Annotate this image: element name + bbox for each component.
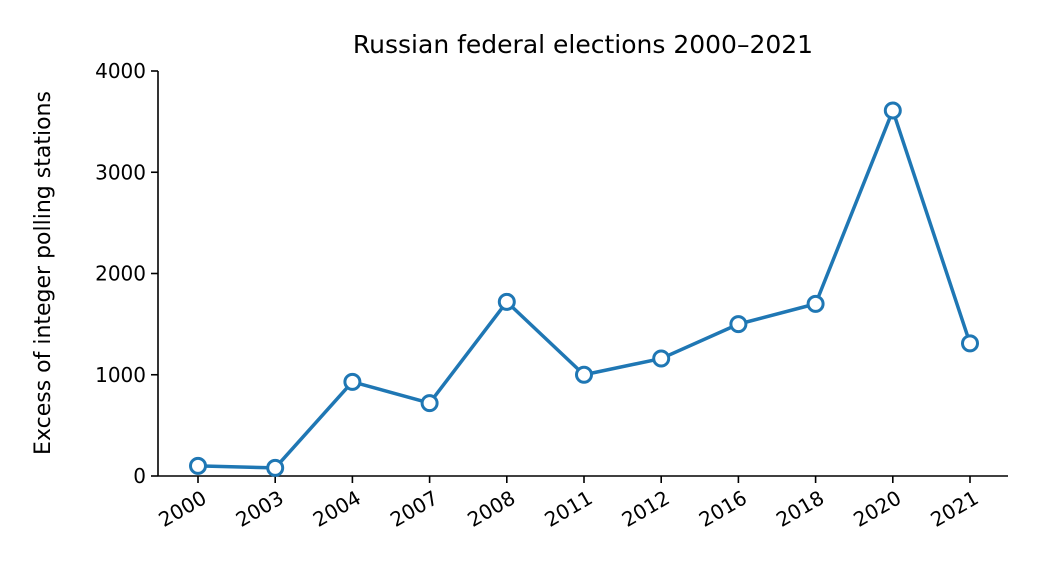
data-point: [806, 294, 825, 313]
x-tick-label: 2018: [772, 486, 828, 532]
chart-title: Russian federal elections 2000–2021: [353, 30, 813, 59]
series-line: [197, 108, 972, 470]
y-tick-label: 4000: [95, 59, 146, 83]
series-group: [189, 101, 979, 477]
data-point: [575, 365, 593, 384]
data-point: [497, 292, 516, 311]
y-tick-label: 2000: [95, 262, 146, 286]
x-tick-label: 2007: [386, 486, 442, 532]
x-tick-label: 2021: [926, 486, 982, 532]
x-tick-label: 2016: [695, 486, 751, 532]
x-tick-label: 2011: [540, 486, 596, 532]
y-tick-label: 3000: [95, 160, 146, 184]
x-tick-label: 2020: [849, 486, 905, 532]
data-point: [652, 349, 671, 368]
y-tick-label: 0: [133, 464, 146, 488]
x-tick-label: 2003: [232, 486, 288, 532]
y-axis: 0 1000 2000 3000 4000: [95, 59, 159, 488]
data-point: [420, 394, 439, 413]
data-point: [883, 101, 902, 120]
data-point: [343, 372, 362, 391]
x-tick-label: 2004: [309, 486, 365, 532]
data-point: [961, 334, 979, 353]
y-axis-label: Excess of integer polling stations: [31, 91, 56, 455]
data-point: [189, 456, 207, 475]
data-point: [729, 315, 748, 334]
y-tick-label: 1000: [95, 363, 146, 387]
x-tick-label: 2012: [618, 486, 674, 532]
x-tick-label: 2000: [154, 486, 210, 532]
x-axis: 2000 2003 2004 2007 2008 2011 2012 2016 2018 2020…: [154, 475, 1008, 532]
data-point: [266, 458, 285, 477]
x-tick-label: 2008: [463, 486, 519, 532]
